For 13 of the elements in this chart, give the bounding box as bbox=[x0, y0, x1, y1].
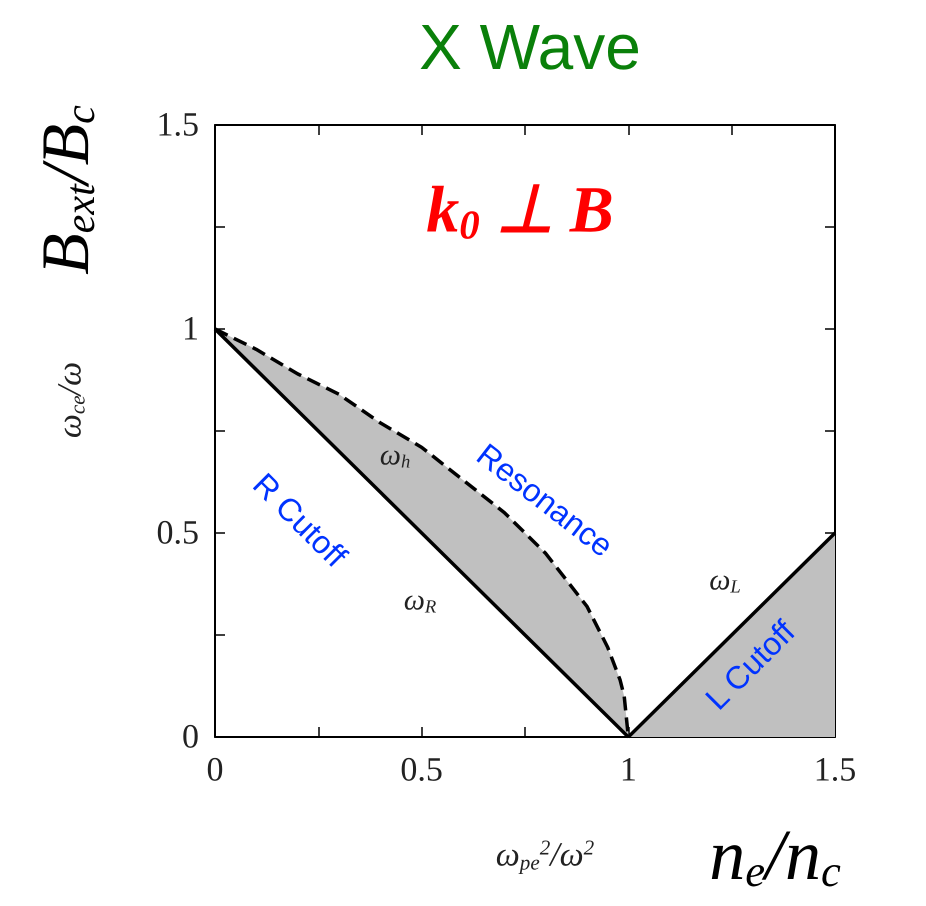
y-tick-label: 0.5 bbox=[156, 514, 199, 552]
y-tick-label: 0 bbox=[182, 718, 199, 756]
y-tick-label: 1 bbox=[182, 310, 199, 348]
y-tick-label: 1.5 bbox=[156, 106, 199, 144]
annotation: k0 ⊥ B bbox=[426, 174, 614, 248]
x-tick-label: 0.5 bbox=[400, 752, 443, 788]
y-axis-title: ωce/ω bbox=[52, 362, 90, 438]
text: Bext/Bc bbox=[27, 104, 104, 275]
chart-title: X Wave bbox=[419, 11, 641, 83]
x-tick-label: 1 bbox=[620, 752, 637, 788]
text: ne/nc bbox=[709, 815, 841, 896]
x-tick-label: 0 bbox=[206, 752, 224, 788]
x-tick-label: 1.5 bbox=[814, 752, 856, 788]
